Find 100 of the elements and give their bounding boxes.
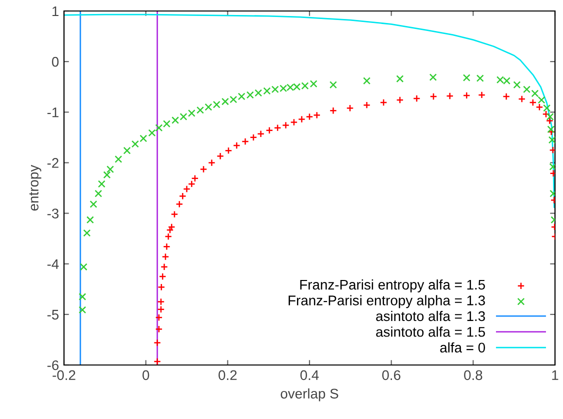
point (250, 134, 258, 142)
point (148, 129, 156, 137)
point (154, 358, 162, 365)
y-tick-label: -4 (47, 259, 59, 269)
point (282, 122, 290, 130)
point (86, 216, 94, 224)
y-tick-label: 0 (52, 56, 59, 67)
x-tick-label: 0.8 (464, 370, 482, 380)
point (346, 104, 354, 112)
legend-label: asintoto alfa = 1.5 (376, 326, 485, 337)
point (196, 106, 204, 114)
point (476, 74, 484, 82)
point (274, 124, 282, 132)
point (157, 306, 165, 314)
point (158, 272, 166, 280)
point (266, 126, 274, 134)
point (158, 283, 166, 291)
x-axis-title: overlap S (280, 388, 338, 402)
point (257, 130, 265, 138)
point (330, 81, 337, 89)
point (157, 298, 165, 306)
point (154, 339, 162, 346)
point (538, 96, 546, 104)
x-tick-label: 0.6 (382, 370, 400, 380)
point (363, 101, 371, 109)
point (290, 118, 298, 126)
point (170, 210, 178, 218)
x-tick-label: 0 (142, 370, 150, 380)
point (543, 104, 551, 112)
point (90, 200, 98, 208)
point (216, 152, 224, 160)
point (94, 190, 102, 198)
y-tick-label: -1 (47, 108, 58, 118)
point (178, 192, 186, 200)
point (502, 92, 510, 100)
point (180, 112, 188, 120)
point (162, 253, 170, 261)
point (518, 95, 526, 103)
point (412, 94, 420, 102)
point (330, 106, 337, 114)
legend-label: Franz-Parisi entropy alfa = 1.5 (300, 279, 485, 292)
point (83, 229, 91, 237)
point (446, 92, 454, 100)
point (80, 263, 88, 271)
point (380, 98, 388, 106)
point (78, 306, 86, 314)
point (224, 146, 232, 154)
point (429, 74, 437, 81)
point (546, 112, 554, 120)
x-tick-label: 1 (552, 370, 558, 380)
point (103, 171, 111, 179)
point (430, 92, 438, 100)
point (462, 92, 470, 100)
point (98, 180, 106, 188)
point (548, 136, 555, 144)
point (529, 98, 537, 106)
legend-label: Franz-Parisi entropy alpha = 1.3 (288, 295, 485, 308)
point (396, 96, 404, 104)
point (106, 166, 114, 174)
point (306, 112, 314, 120)
point (232, 142, 240, 150)
point (313, 111, 321, 119)
y-tick-label: -2 (47, 158, 58, 168)
point (160, 263, 168, 271)
point (162, 242, 170, 250)
legend-label: asintoto alfa = 1.3 (376, 310, 485, 322)
point (78, 293, 86, 300)
point (164, 232, 172, 240)
point (513, 81, 521, 89)
point (542, 110, 550, 118)
point (396, 75, 404, 82)
legend-label: alfa = 0 (440, 342, 486, 353)
point (131, 140, 139, 148)
point (155, 314, 163, 322)
point (531, 90, 539, 98)
point (162, 120, 170, 128)
y-tick-label: -5 (47, 310, 59, 320)
point (523, 86, 530, 94)
y-tick-label: 1 (52, 6, 58, 16)
y-tick-label: -6 (47, 360, 59, 370)
point (114, 155, 122, 163)
point (140, 134, 148, 142)
point (242, 138, 249, 146)
point (478, 91, 486, 99)
point (123, 146, 131, 154)
point (155, 325, 163, 333)
point (172, 116, 180, 124)
x-tick-label: 0.2 (218, 370, 237, 380)
x-tick-label: 0.4 (300, 370, 319, 380)
point (298, 115, 306, 123)
point (536, 103, 544, 111)
point (547, 126, 555, 134)
point (188, 109, 196, 117)
point (155, 124, 163, 132)
point (208, 158, 216, 166)
point (462, 74, 470, 82)
point (176, 200, 184, 208)
y-tick-label: -3 (47, 208, 59, 218)
x-tick-label: -0.2 (52, 370, 76, 380)
point (363, 77, 371, 85)
